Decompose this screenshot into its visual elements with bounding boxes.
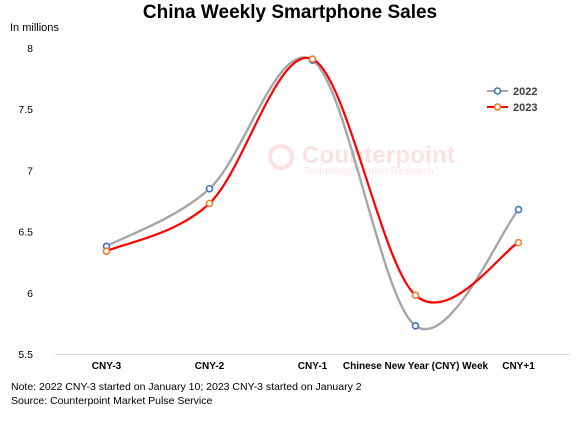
x-tick-label: Chinese New Year (CNY) Week <box>343 361 489 372</box>
series-line-2022 <box>105 56 520 331</box>
legend-marker-2023 <box>493 103 502 111</box>
data-point-2023 <box>102 247 111 255</box>
data-point-2023 <box>205 199 214 208</box>
x-tick-label: CNY-1 <box>298 361 328 372</box>
y-axis-label: In millions <box>10 22 59 34</box>
legend-label-2022: 2022 <box>513 86 537 98</box>
data-point-2022 <box>514 205 523 214</box>
chart-title: China Weekly Smartphone Sales <box>142 2 438 23</box>
y-tick-label: 7 <box>27 165 33 177</box>
watermark-brand: Counterpoint <box>302 142 456 169</box>
data-point-2022 <box>205 184 214 193</box>
watermark-tagline: Technology Market Research <box>304 166 434 177</box>
source-line: Source: Counterpoint Market Pulse Servic… <box>11 395 213 407</box>
counterpoint-watermark: Counterpoint Technology Market Research <box>268 142 455 177</box>
y-tick-label: 7.5 <box>18 104 33 116</box>
x-tick-label: CNY+1 <box>502 361 535 372</box>
legend-label-2023: 2023 <box>513 102 537 114</box>
data-point-2022 <box>411 322 420 330</box>
y-tick-label: 8 <box>27 43 33 55</box>
x-tick-label: CNY-2 <box>195 361 225 372</box>
note-line: Note: 2022 CNY-3 started on January 10; … <box>11 381 362 393</box>
data-point-2023 <box>411 291 420 300</box>
legend-marker-2022 <box>493 87 502 95</box>
chart-notes: Note: 2022 CNY-3 started on January 10; … <box>11 380 362 408</box>
y-tick-label: 6 <box>27 288 33 300</box>
data-point-2023 <box>308 55 317 63</box>
data-point-2023 <box>514 238 523 247</box>
counterpoint-logo-icon <box>268 144 294 170</box>
series-line-2023 <box>106 56 520 304</box>
y-tick-label: 6.5 <box>18 227 33 239</box>
x-tick-label: CNY-3 <box>92 361 122 372</box>
y-tick-label: 5.5 <box>18 349 33 361</box>
